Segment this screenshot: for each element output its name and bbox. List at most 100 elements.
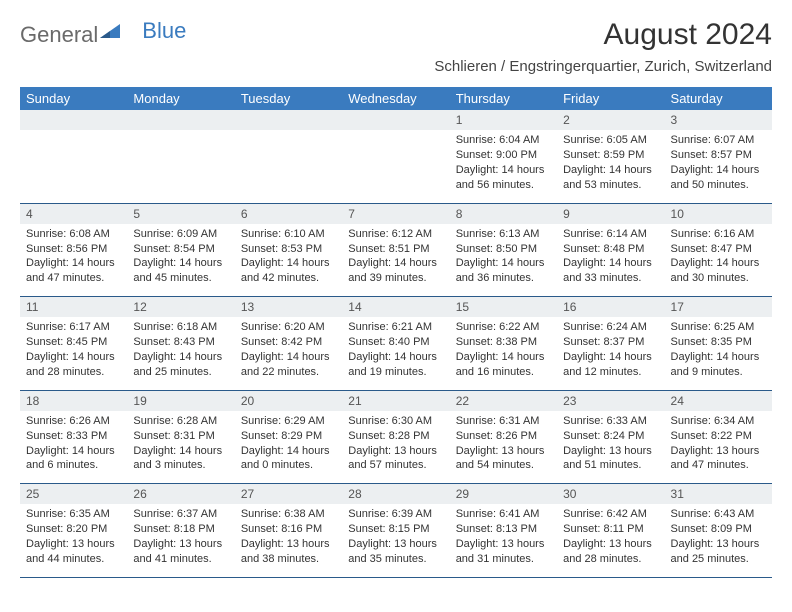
calendar-cell: 31Sunrise: 6:43 AMSunset: 8:09 PMDayligh… [665,484,772,577]
day-number-empty [342,110,449,130]
location-text: Schlieren / Engstringerquartier, Zurich,… [434,58,772,75]
daylight-text: Daylight: 14 hours and 56 minutes. [456,163,551,193]
sunrise-text: Sunrise: 6:24 AM [563,320,658,335]
daylight-text: Daylight: 13 hours and 47 minutes. [671,444,766,474]
day-number: 22 [450,391,557,411]
calendar-cell: 3Sunrise: 6:07 AMSunset: 8:57 PMDaylight… [665,110,772,203]
sunrise-text: Sunrise: 6:25 AM [671,320,766,335]
sunset-text: Sunset: 8:11 PM [563,522,658,537]
day-number: 2 [557,110,664,130]
day-number: 28 [342,484,449,504]
daylight-text: Daylight: 14 hours and 6 minutes. [26,444,121,474]
sunset-text: Sunset: 8:50 PM [456,242,551,257]
calendar-cell: 17Sunrise: 6:25 AMSunset: 8:35 PMDayligh… [665,297,772,390]
calendar-cell: 4Sunrise: 6:08 AMSunset: 8:56 PMDaylight… [20,203,127,296]
daylight-text: Daylight: 14 hours and 33 minutes. [563,256,658,286]
sunset-text: Sunset: 8:47 PM [671,242,766,257]
day-number: 10 [665,204,772,224]
calendar-cell: 7Sunrise: 6:12 AMSunset: 8:51 PMDaylight… [342,203,449,296]
day-number: 7 [342,204,449,224]
sunset-text: Sunset: 8:29 PM [241,429,336,444]
sunset-text: Sunset: 8:26 PM [456,429,551,444]
daylight-text: Daylight: 14 hours and 25 minutes. [133,350,228,380]
daylight-text: Daylight: 14 hours and 3 minutes. [133,444,228,474]
sunset-text: Sunset: 8:09 PM [671,522,766,537]
calendar-cell: 23Sunrise: 6:33 AMSunset: 8:24 PMDayligh… [557,390,664,483]
calendar-cell: 8Sunrise: 6:13 AMSunset: 8:50 PMDaylight… [450,203,557,296]
daylight-text: Daylight: 13 hours and 51 minutes. [563,444,658,474]
sunrise-text: Sunrise: 6:18 AM [133,320,228,335]
sunrise-text: Sunrise: 6:33 AM [563,414,658,429]
day-number: 24 [665,391,772,411]
calendar-week: 11Sunrise: 6:17 AMSunset: 8:45 PMDayligh… [20,297,772,390]
sunrise-text: Sunrise: 6:41 AM [456,507,551,522]
sunset-text: Sunset: 8:38 PM [456,335,551,350]
sunrise-text: Sunrise: 6:07 AM [671,133,766,148]
calendar-cell: 18Sunrise: 6:26 AMSunset: 8:33 PMDayligh… [20,390,127,483]
calendar-cell: 11Sunrise: 6:17 AMSunset: 8:45 PMDayligh… [20,297,127,390]
daylight-text: Daylight: 14 hours and 19 minutes. [348,350,443,380]
calendar-cell: 22 Sunrise: 6:31 AMSunset: 8:26 PMDayligh… [450,390,557,483]
sunset-text: Sunset: 8:51 PM [348,242,443,257]
sunset-text: Sunset: 8:57 PM [671,148,766,163]
calendar-cell: 12Sunrise: 6:18 AMSunset: 8:43 PMDayligh… [127,297,234,390]
sunrise-text: Sunrise: 6:29 AM [241,414,336,429]
sunrise-text: Sunrise: 6:34 AM [671,414,766,429]
day-number: 30 [557,484,664,504]
brand-part2: Blue [142,18,186,44]
daylight-text: Daylight: 13 hours and 41 minutes. [133,537,228,567]
calendar-cell: 28Sunrise: 6:39 AMSunset: 8:15 PMDayligh… [342,484,449,577]
sunrise-text: Sunrise: 6:10 AM [241,227,336,242]
daylight-text: Daylight: 14 hours and 50 minutes. [671,163,766,193]
day-number: 1 [450,110,557,130]
daylight-text: Daylight: 14 hours and 36 minutes. [456,256,551,286]
page-header: General Blue August 2024 Schlieren / Eng… [20,18,772,75]
calendar-cell [20,110,127,203]
daylight-text: Daylight: 13 hours and 44 minutes. [26,537,121,567]
calendar-cell: 2Sunrise: 6:05 AMSunset: 8:59 PMDaylight… [557,110,664,203]
day-header: Sunday [20,87,127,110]
calendar-cell [127,110,234,203]
calendar-cell: 20Sunrise: 6:29 AMSunset: 8:29 PMDayligh… [235,390,342,483]
daylight-text: Daylight: 14 hours and 30 minutes. [671,256,766,286]
day-number: 9 [557,204,664,224]
sunset-text: Sunset: 8:54 PM [133,242,228,257]
day-number: 31 [665,484,772,504]
daylight-text: Daylight: 13 hours and 54 minutes. [456,444,551,474]
sunrise-text: Sunrise: 6:38 AM [241,507,336,522]
day-header: Saturday [665,87,772,110]
calendar-cell: 25Sunrise: 6:35 AMSunset: 8:20 PMDayligh… [20,484,127,577]
day-number: 4 [20,204,127,224]
sunrise-text: Sunrise: 6:05 AM [563,133,658,148]
day-header: Wednesday [342,87,449,110]
week-separator [20,577,772,578]
day-number: 29 [450,484,557,504]
day-number: 18 [20,391,127,411]
daylight-text: Daylight: 14 hours and 45 minutes. [133,256,228,286]
title-block: August 2024 Schlieren / Engstringerquart… [434,18,772,75]
sunrise-text: Sunrise: 6:12 AM [348,227,443,242]
daylight-text: Daylight: 14 hours and 28 minutes. [26,350,121,380]
day-number-empty [127,110,234,130]
daylight-text: Daylight: 14 hours and 47 minutes. [26,256,121,286]
brand-part1: General [20,22,98,48]
day-number: 6 [235,204,342,224]
sunrise-text: Sunrise: 6:31 AM [456,414,551,429]
sunset-text: Sunset: 8:45 PM [26,335,121,350]
sunset-text: Sunset: 8:56 PM [26,242,121,257]
sunrise-text: Sunrise: 6:42 AM [563,507,658,522]
calendar-body: 1Sunrise: 6:04 AMSunset: 9:00 PMDaylight… [20,110,772,577]
day-number: 23 [557,391,664,411]
daylight-text: Daylight: 14 hours and 53 minutes. [563,163,658,193]
sunset-text: Sunset: 8:20 PM [26,522,121,537]
calendar-cell: 14Sunrise: 6:21 AMSunset: 8:40 PMDayligh… [342,297,449,390]
day-number: 25 [20,484,127,504]
sunset-text: Sunset: 8:28 PM [348,429,443,444]
logo-icon [100,22,120,48]
calendar-cell [235,110,342,203]
daylight-text: Daylight: 13 hours and 28 minutes. [563,537,658,567]
sunset-text: Sunset: 9:00 PM [456,148,551,163]
day-number: 20 [235,391,342,411]
brand-logo: General Blue [20,18,186,48]
sunrise-text: Sunrise: 6:20 AM [241,320,336,335]
